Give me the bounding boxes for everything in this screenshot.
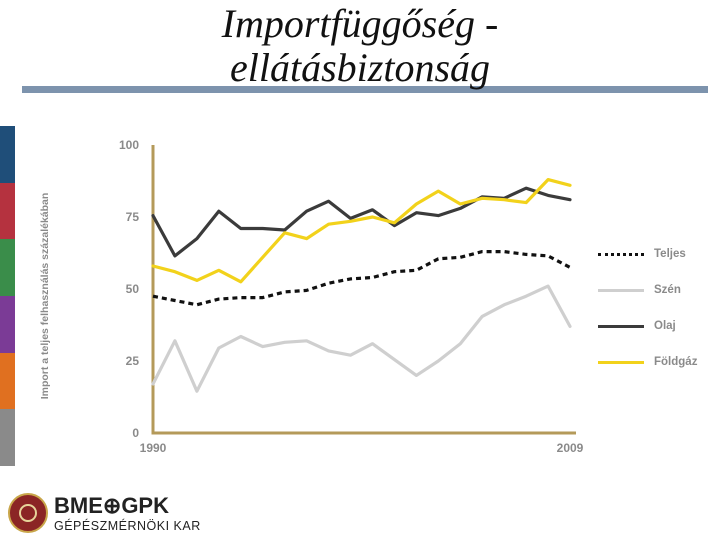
y-tick-label: 0 (132, 426, 139, 440)
legend-item: Földgáz (598, 344, 713, 380)
series-line-olaj (151, 186, 572, 258)
legend-label: Olaj (654, 320, 676, 332)
color-block (0, 352, 15, 410)
series-line-szén (151, 284, 572, 393)
legend-item: Olaj (598, 308, 713, 344)
legend-swatch (598, 252, 644, 256)
bme-gpk-logo: BME⊕GPK GÉPÉSZMÉRNÖKI KAR (8, 493, 208, 537)
y-tick-label: 100 (119, 138, 139, 152)
chart-legend: Teljes Szén Olaj Földgáz (598, 236, 713, 380)
series-line-teljes (152, 250, 571, 307)
legend-label: Földgáz (654, 356, 698, 368)
university-seal-icon (8, 493, 48, 533)
color-block (0, 296, 15, 353)
logo-main-text: BME⊕GPK (54, 493, 169, 518)
legend-swatch (598, 324, 644, 328)
legend-swatch (598, 360, 644, 364)
legend-swatch (598, 288, 644, 292)
page-title: Importfüggőség - ellátásbiztonság (120, 2, 600, 90)
y-tick-label: 50 (126, 282, 140, 296)
x-tick-label: 2009 (557, 441, 584, 455)
legend-label: Teljes (654, 248, 686, 260)
legend-item: Szén (598, 272, 713, 308)
legend-item: Teljes (598, 236, 713, 272)
title-line-1: Importfüggőség - (221, 1, 499, 46)
logo-sub-text: GÉPÉSZMÉRNÖKI KAR (54, 519, 201, 533)
title-divider (22, 86, 708, 93)
legend-label: Szén (654, 284, 681, 296)
color-block (0, 182, 15, 240)
title-line-2: ellátásbiztonság (229, 45, 491, 90)
color-block (0, 239, 15, 297)
color-block (0, 126, 15, 183)
y-tick-label: 25 (126, 354, 140, 368)
color-block (0, 409, 15, 467)
x-tick-label: 1990 (140, 441, 167, 455)
series-line-földgáz (151, 178, 572, 284)
y-tick-label: 75 (126, 210, 140, 224)
side-color-bar (0, 126, 15, 467)
